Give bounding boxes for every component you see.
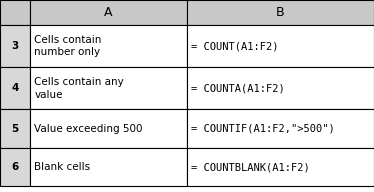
Text: A: A <box>104 6 113 19</box>
Text: 5: 5 <box>11 124 19 134</box>
Bar <box>0 0 30 25</box>
Text: = COUNTBLANK(A1:F2): = COUNTBLANK(A1:F2) <box>191 162 310 172</box>
Text: Blank cells: Blank cells <box>34 162 91 172</box>
Text: = COUNT(A1:F2): = COUNT(A1:F2) <box>191 41 279 51</box>
Text: Value exceeding 500: Value exceeding 500 <box>34 124 143 134</box>
Bar <box>0 25 30 67</box>
Bar <box>0 67 30 109</box>
Bar <box>187 109 374 148</box>
Text: B: B <box>276 6 285 19</box>
Bar <box>30 67 187 109</box>
Bar <box>30 25 187 67</box>
Text: Cells contain
number only: Cells contain number only <box>34 35 102 57</box>
Text: = COUNTIF(A1:F2,">500"): = COUNTIF(A1:F2,">500") <box>191 124 335 134</box>
Text: 4: 4 <box>11 83 19 93</box>
Bar <box>187 148 374 186</box>
Bar <box>0 148 30 186</box>
Text: Cells contain any
value: Cells contain any value <box>34 77 124 99</box>
Bar <box>0 109 30 148</box>
Text: 6: 6 <box>11 162 19 172</box>
Bar <box>30 148 187 186</box>
Text: = COUNTA(A1:F2): = COUNTA(A1:F2) <box>191 83 285 93</box>
Bar <box>187 67 374 109</box>
Bar <box>187 0 374 25</box>
Bar <box>187 25 374 67</box>
Bar <box>30 0 187 25</box>
Bar <box>30 109 187 148</box>
Text: 3: 3 <box>11 41 19 51</box>
